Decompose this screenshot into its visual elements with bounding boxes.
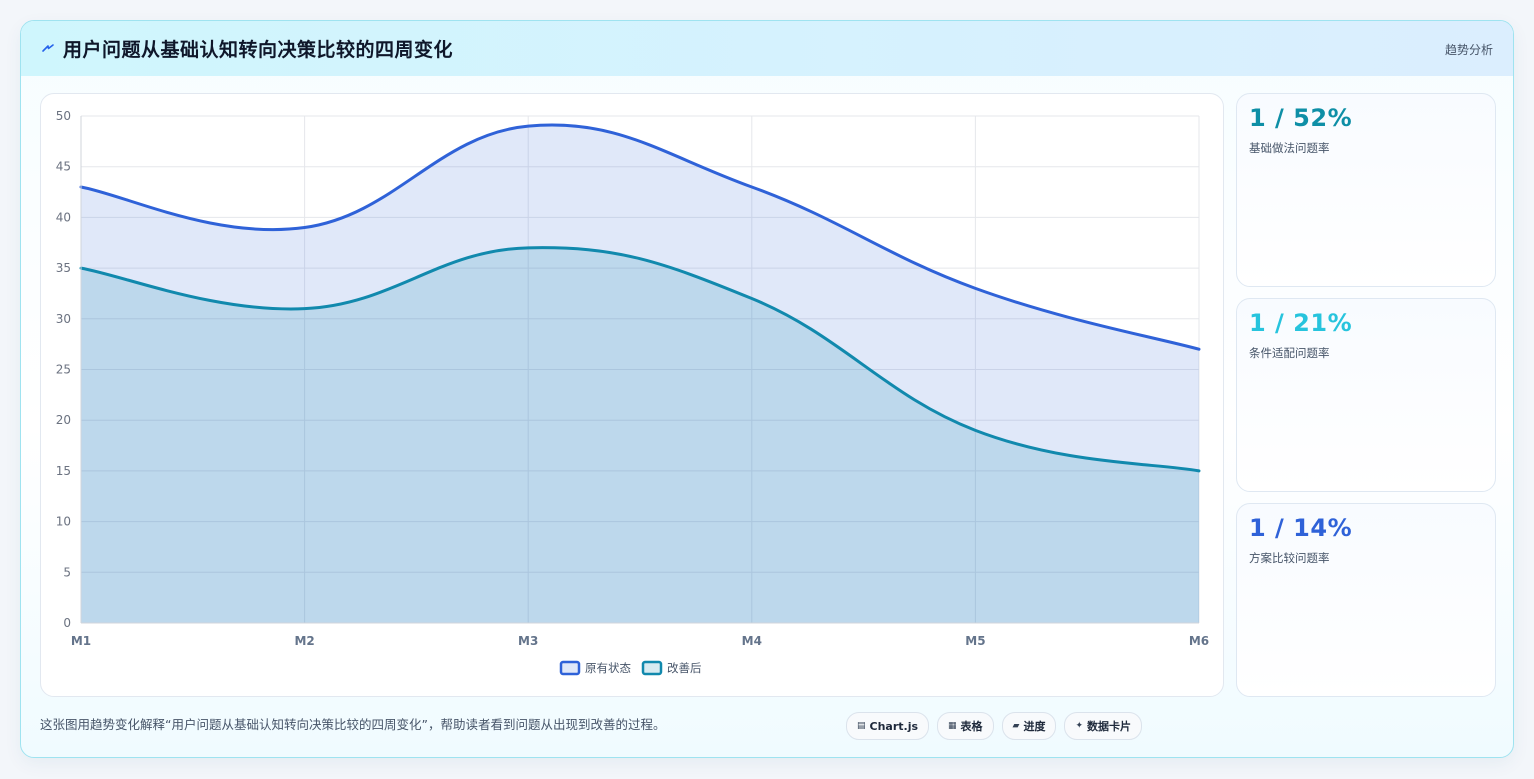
x-tick-label: M2 <box>294 634 314 648</box>
header-tag: 趋势分析 <box>1444 43 1493 57</box>
legend-swatch <box>641 660 663 676</box>
stat-value: 1 / 21% <box>1249 309 1353 337</box>
stat-card-3: 1 / 14% 方案比较问题率 <box>1236 503 1496 697</box>
chart-panel: 0 5 10 15 20 25 30 35 40 45 50 M1 M2 M3 M4 M5 M6 原有状态 改善后 <box>40 93 1224 697</box>
y-tick-label: 10 <box>56 515 71 529</box>
x-tick-label: M1 <box>71 634 91 648</box>
chip-label: 表格 <box>960 720 983 733</box>
x-tick-label: M3 <box>518 634 538 648</box>
series-area-1 <box>81 124 1199 623</box>
y-tick-label: 40 <box>56 210 71 224</box>
x-tick-label: M6 <box>1189 634 1209 648</box>
series-line-2 <box>79 246 1201 473</box>
chip-label: 进度 <box>1023 720 1046 733</box>
card-icon: ✦ <box>1075 721 1084 731</box>
chip-progress[interactable]: ▰ 进度 <box>1001 712 1057 740</box>
chart-card: 用户问题从基础认知转向决策比较的四周变化 趋势分析 0 5 10 15 20 25 30 35… <box>20 20 1514 758</box>
series-area-2 <box>81 247 1199 623</box>
y-tick-label: 25 <box>56 363 71 377</box>
y-tick-label: 20 <box>56 413 71 427</box>
stat-label: 基础做法问题率 <box>1249 141 1330 155</box>
legend-swatch <box>559 660 581 676</box>
stat-card-2: 1 / 21% 条件适配问题率 <box>1236 298 1496 492</box>
stat-label: 方案比较问题率 <box>1249 551 1330 565</box>
page-title: 用户问题从基础认知转向决策比较的四周变化 <box>63 39 454 61</box>
y-tick-label: 35 <box>56 261 71 275</box>
progress-icon: ▰ <box>1012 721 1020 731</box>
chip-label: Chart.js <box>869 719 919 733</box>
chip-data-card[interactable]: ✦ 数据卡片 <box>1064 712 1143 740</box>
y-tick-label: 50 <box>56 109 71 123</box>
y-tick-label: 30 <box>56 312 71 326</box>
lightning-icon <box>42 44 54 52</box>
card-header: 用户问题从基础认知转向决策比较的四周变化 趋势分析 <box>21 21 1513 76</box>
chip-group: ▤ Chart.js ▦ 表格 ▰ 进度 ✦ 数据卡片 <box>846 712 1143 740</box>
y-tick-label: 5 <box>63 565 71 579</box>
chart-description: 这张图用趋势变化解释“用户问题从基础认知转向决策比较的四周变化”，帮助读者看到问… <box>40 717 666 732</box>
stat-card-1: 1 / 52% 基础做法问题率 <box>1236 93 1496 287</box>
chip-label: 数据卡片 <box>1087 720 1132 733</box>
chip-chartjs[interactable]: ▤ Chart.js <box>846 712 930 740</box>
y-tick-label: 15 <box>56 464 71 478</box>
x-tick-label: M5 <box>965 634 985 648</box>
y-tick-label: 0 <box>63 616 71 630</box>
x-tick-label: M4 <box>742 634 762 648</box>
series-line-1 <box>79 123 1201 351</box>
table-icon: ▦ <box>948 721 957 731</box>
legend-label: 原有状态 <box>585 661 631 675</box>
chart-icon: ▤ <box>857 721 866 731</box>
stat-value: 1 / 52% <box>1249 104 1353 132</box>
area-chart: 0 5 10 15 20 25 30 35 40 45 50 M1 M2 M3 M4 M5 M6 原有状态 改善后 <box>56 109 1209 676</box>
y-tick-label: 45 <box>56 160 71 174</box>
stat-label: 条件适配问题率 <box>1249 346 1330 360</box>
chip-table[interactable]: ▦ 表格 <box>937 712 994 740</box>
stat-value: 1 / 14% <box>1249 514 1353 542</box>
legend-label: 改善后 <box>667 661 702 675</box>
